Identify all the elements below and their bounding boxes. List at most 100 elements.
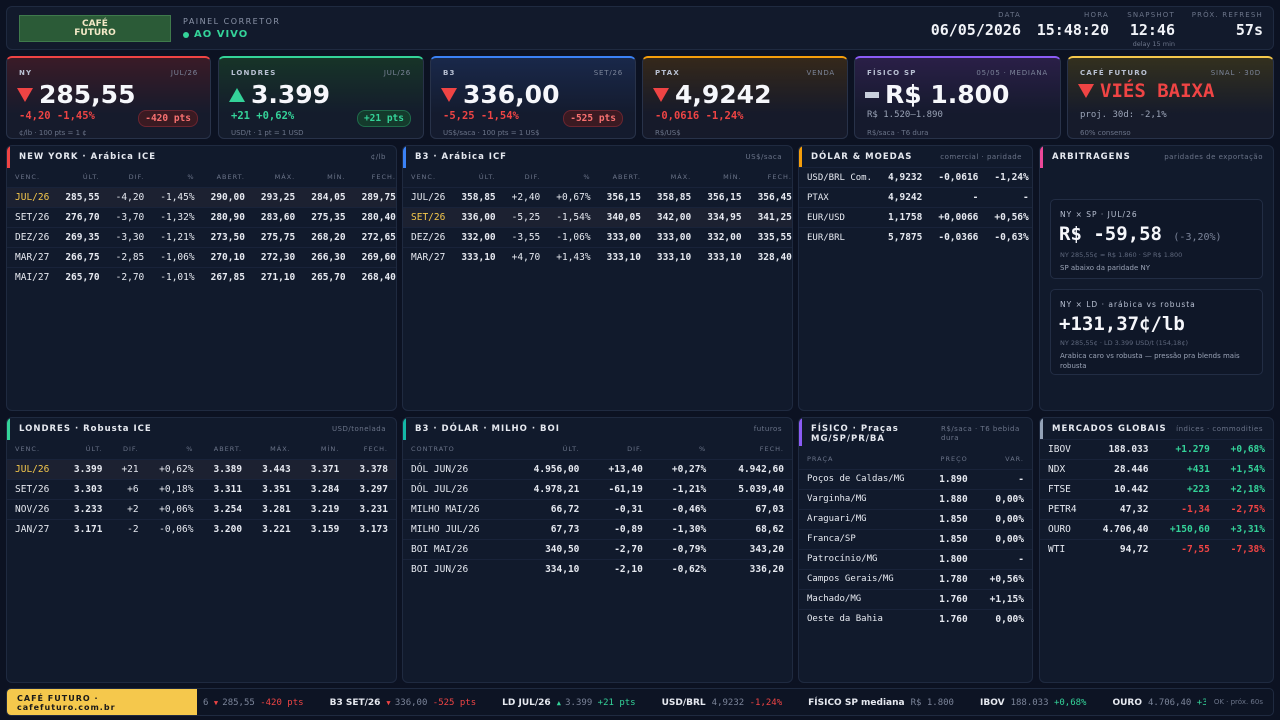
column-header[interactable]: MÁX. <box>670 173 692 182</box>
table-row[interactable]: Patrocínio/MG 1.800- <box>799 548 1032 569</box>
table-row[interactable]: BOI JUN/26 334,10 -2,10 -0,62% 336,20 <box>403 558 792 579</box>
table-row[interactable]: Poços de Caldas/MG 1.890- <box>799 468 1032 489</box>
ticker-item[interactable]: 6 ▼ 285,55 -420 pts <box>203 698 304 708</box>
column-header[interactable]: FECH. <box>363 445 388 454</box>
table-row[interactable]: DÓL JUN/26 4.956,00 +13,40 +0,27% 4.942,60 <box>403 458 792 479</box>
column-header[interactable]: PRAÇA <box>807 455 834 464</box>
table-cell: 3.351 <box>250 478 299 499</box>
column-header[interactable]: VAR. <box>1005 455 1024 464</box>
column-header[interactable]: VENC. <box>411 173 437 182</box>
table-row[interactable]: SET/26 3.303 +6 +0,18% 3.311 3.351 3.284 3.297 <box>7 478 396 499</box>
table-row[interactable]: MILHO JUL/26 67,73 -0,89 -1,30% 68,62 <box>403 518 792 539</box>
table-row[interactable]: MILHO MAI/26 66,72 -0,31 -0,46% 67,03 <box>403 498 792 519</box>
column-header[interactable]: % <box>187 173 195 182</box>
table-row[interactable]: IBOV 188.033 +1.279 +0,68% <box>1040 439 1273 460</box>
table-row[interactable]: JAN/27 3.171 -2 -0,06% 3.200 3.221 3.159 3.173 <box>7 518 396 539</box>
table-row[interactable]: JUL/26 358,85 +2,40 +0,67% 356,15 358,85 356,1… <box>403 186 792 207</box>
table-cell: +431 <box>1156 459 1218 480</box>
column-header[interactable]: CONTRATO <box>411 445 455 454</box>
column-header[interactable]: ABERT. <box>216 173 245 182</box>
ticker-item[interactable]: USD/BRL 4,9232 -1,24% <box>662 698 783 708</box>
table-row[interactable]: DEZ/26 269,35 -3,30 -1,21% 273,50 275,75 268,2… <box>7 226 396 247</box>
table-row[interactable]: MAR/27 266,75 -2,85 -1,06% 270,10 272,30 266,3… <box>7 246 396 267</box>
column-header[interactable]: ABERT. <box>213 445 243 454</box>
column-header[interactable]: % <box>583 173 591 182</box>
column-header[interactable]: DIF. <box>627 445 643 454</box>
column-header[interactable]: ABERT. <box>612 173 641 182</box>
table-row[interactable]: MAR/27 333,10 +4,70 +1,43% 333,10 333,10 333,1… <box>403 246 792 267</box>
table-row[interactable]: DÓL JUL/26 4.978,21 -61,19 -1,21% 5.039,40 <box>403 478 792 499</box>
column-header[interactable]: MÁX. <box>274 173 296 182</box>
table-row[interactable]: PETR4 47,32 -1,34 -2,75% <box>1040 499 1273 520</box>
table-row[interactable]: Oeste da Bahia 1.760 0,00% <box>799 608 1032 629</box>
table-row[interactable]: WTI 94,72 -7,55 -7,38% <box>1040 539 1273 560</box>
column-header[interactable]: ÚLT. <box>85 445 103 454</box>
ticker-brand[interactable]: CAFÉ FUTURO · cafefuturo.com.br <box>7 689 197 715</box>
london-panel: LONDRES · Robusta ICE USD/tonelada VENC.… <box>6 417 397 683</box>
column-header[interactable]: FECH. <box>767 173 792 182</box>
column-header[interactable]: ÚLT. <box>82 173 100 182</box>
table-cell: -0,79% <box>650 538 715 559</box>
table-row[interactable]: MAI/27 265,70 -2,70 -1,01% 267,85 271,10 265,7… <box>7 266 396 287</box>
ticker-item[interactable]: OURO 4.706,40 +3 <box>1112 698 1207 708</box>
kpi-card-ny[interactable]: NY JUL/26 285,55 -4,20 -1,45% -420 pts ¢/lb ·… <box>6 56 211 139</box>
column-header[interactable]: FECH. <box>371 173 396 182</box>
table-row[interactable]: SET/26 336,00 -5,25 -1,54% 340,05 342,00 334,9… <box>403 206 792 227</box>
column-header[interactable]: PREÇO <box>940 455 968 464</box>
table-row[interactable]: Machado/MG 1.760 +1,15% <box>799 588 1032 609</box>
table-row[interactable]: OURO 4.706,40 +150,60 +3,31% <box>1040 519 1273 540</box>
table-row[interactable]: PTAX 4,9242- - <box>799 187 1032 208</box>
ticker-item[interactable]: LD JUL/26 ▲ 3.399 +21 pts <box>502 698 635 708</box>
table-row[interactable]: JUL/26 285,55 -4,20 -1,45% 290,00 293,25 284,0… <box>7 186 396 207</box>
column-header[interactable]: % <box>699 445 707 454</box>
table-row[interactable]: NDX 28.446 +431 +1,54% <box>1040 459 1273 480</box>
column-header[interactable]: ÚLT. <box>478 173 496 182</box>
column-header[interactable]: MÁX. <box>270 445 291 454</box>
ticker-item[interactable]: B3 SET/26 ▼ 336,00 -525 pts <box>330 698 477 708</box>
table-row[interactable]: DEZ/26 332,00 -3,55 -1,06% 333,00 333,00 332,0… <box>403 226 792 247</box>
b3-other-unit: futuros <box>753 425 782 433</box>
snapshot-block: SNAPSHOT 12:46 delay 15 min <box>1127 11 1175 48</box>
kpi-card-londres[interactable]: LONDRES JUL/26 3.399 +21 +0,62% +21 pts USD/t… <box>218 56 424 139</box>
table-cell: 340,50 <box>509 538 588 559</box>
arb-card-ny-sp[interactable]: NY × SP · JUL/26 R$ -59,58 (-3,20%) NY 2… <box>1050 199 1263 279</box>
column-header[interactable]: DIF. <box>122 445 139 454</box>
table-row[interactable]: JUL/26 3.399 +21 +0,62% 3.389 3.443 3.371 3.378 <box>7 458 396 479</box>
table-cell: +0,06% <box>146 498 202 519</box>
column-header[interactable]: VENC. <box>15 173 41 182</box>
column-header[interactable]: MÍN. <box>327 173 346 182</box>
global-unit: índices · commodities <box>1176 425 1263 433</box>
table-row[interactable]: Campos Gerais/MG 1.780 +0,56% <box>799 568 1032 589</box>
column-header[interactable]: FECH. <box>759 445 784 454</box>
kpi-footnote: 60% consenso <box>1080 129 1131 137</box>
kpi-card-b-[interactable]: B3 SET/26 336,00 -5,25 -1,54% -525 pts US$/sa… <box>430 56 636 139</box>
table-cell: 268,40 <box>353 266 396 287</box>
table-row[interactable]: Varginha/MG 1.880 0,00% <box>799 488 1032 509</box>
table-cell: 341,25 <box>749 206 792 227</box>
table-row[interactable]: BOI MAI/26 340,50 -2,70 -0,79% 343,20 <box>403 538 792 559</box>
table-row[interactable]: FTSE 10.442 +223 +2,18% <box>1040 479 1273 500</box>
column-header[interactable]: MÍN. <box>320 445 340 454</box>
table-row[interactable]: Araguari/MG 1.850 0,00% <box>799 508 1032 529</box>
column-header[interactable]: MÍN. <box>723 173 742 182</box>
column-header[interactable]: DIF. <box>524 173 541 182</box>
ticker-item[interactable]: IBOV 188.033 +0,68% <box>980 698 1086 708</box>
kpi-card-ptax[interactable]: PTAX VENDA 4,9242 -0,0616 -1,24% R$/US$ <box>642 56 848 139</box>
column-header[interactable]: % <box>186 445 194 454</box>
kpi-card-f-sico-sp[interactable]: FÍSICO SP 05/05 · MEDIANA R$ 1.800 R$ 1.520… <box>854 56 1061 139</box>
column-header[interactable]: ÚLT. <box>562 445 580 454</box>
column-header[interactable]: VENC. <box>15 445 41 454</box>
ticker-item[interactable]: FÍSICO SP mediana R$ 1.800 <box>808 698 954 708</box>
table-row[interactable]: NOV/26 3.233 +2 +0,06% 3.254 3.281 3.219 3.231 <box>7 498 396 519</box>
table-row[interactable]: Franca/SP 1.850 0,00% <box>799 528 1032 549</box>
kpi-pts-badge: +21 pts <box>356 110 411 127</box>
table-row[interactable]: EUR/BRL 5,7875 -0,0366 -0,63% <box>799 227 1032 248</box>
cafe-futuro-logo[interactable]: CAFÉ FUTURO <box>19 15 171 42</box>
arb-card-ny-ld[interactable]: NY × LD · arábica vs robusta +131,37¢/lb… <box>1050 289 1263 375</box>
column-header[interactable]: DIF. <box>128 173 145 182</box>
table-cell: +1.279 <box>1156 439 1218 460</box>
table-row[interactable]: SET/26 276,70 -3,70 -1,32% 280,90 283,60 275,3… <box>7 206 396 227</box>
kpi-card-caf-futuro[interactable]: CAFÉ FUTURO SINAL · 30D VIÉS BAIXA proj. 30… <box>1067 56 1274 139</box>
table-row[interactable]: USD/BRL Com. 4,9232 -0,0616 -1,24% <box>799 167 1032 188</box>
table-row[interactable]: EUR/USD 1,1758 +0,0066 +0,56% <box>799 207 1032 228</box>
